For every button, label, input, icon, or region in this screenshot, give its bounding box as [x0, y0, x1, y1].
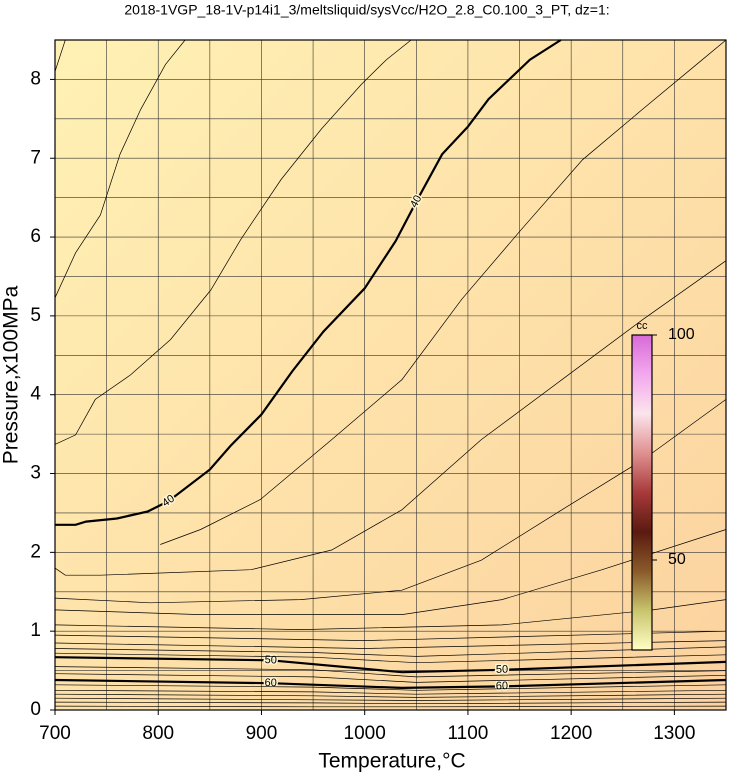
x-axis-label: Temperature,°C	[318, 750, 465, 773]
plot-frame	[54, 39, 727, 711]
y-tick-label: 4	[30, 384, 41, 405]
contour-line	[54, 705, 727, 708]
contour-label: 50	[264, 654, 277, 667]
x-tick-label: 1300	[653, 723, 695, 744]
contour-label: 60	[496, 680, 509, 692]
contour-line	[54, 630, 727, 641]
contour-line	[54, 666, 727, 678]
contour-line	[54, 693, 727, 698]
colorbar-label: cc	[637, 320, 649, 332]
y-tick-label: 2	[30, 541, 41, 562]
y-tick-label: 5	[30, 305, 41, 326]
contour-line	[54, 673, 727, 683]
x-tick-label: 1100	[447, 723, 488, 744]
contour-line	[160, 39, 727, 545]
contour-line	[54, 599, 727, 630]
contour-line	[54, 697, 727, 701]
contour-line	[55, 39, 562, 526]
colorbar	[631, 334, 653, 651]
contour-line	[54, 646, 727, 657]
colorbar-tick-label: 50	[668, 551, 686, 568]
plot-background	[55, 40, 726, 710]
y-tick-label: 3	[30, 463, 41, 484]
contour-line	[54, 701, 727, 705]
colorbar-tick-label: 100	[668, 326, 695, 343]
contour-line	[54, 684, 727, 691]
contour-line	[54, 656, 727, 674]
y-tick-label: 0	[30, 699, 41, 720]
y-tick-label: 1	[30, 620, 41, 641]
contour-line	[54, 399, 727, 604]
contour-line	[54, 678, 727, 690]
contour-line	[54, 529, 727, 615]
contour-line	[54, 39, 66, 72]
y-axis-label: Pressure,x100MPa	[0, 285, 23, 464]
contour-line	[54, 640, 727, 649]
contour-line	[54, 652, 727, 664]
contour-line	[54, 39, 412, 445]
x-tick-label: 700	[39, 723, 71, 744]
contour-line	[54, 260, 727, 576]
y-tick-label: 8	[30, 68, 41, 89]
y-tick-label: 7	[30, 147, 41, 168]
x-tick-label: 800	[142, 723, 174, 744]
x-tick-label: 900	[246, 723, 278, 744]
chart-title: 2018-1VGP_18-1V-p14i1_3/meltsliquid/sysV…	[124, 2, 609, 18]
contour-label: 50	[496, 664, 509, 676]
x-tick-label: 1200	[550, 723, 592, 744]
contour-line	[54, 39, 186, 298]
contour-label: 60	[264, 677, 277, 689]
y-tick-label: 6	[30, 226, 41, 247]
x-tick-label: 1000	[344, 723, 386, 744]
contour-line	[54, 689, 727, 695]
